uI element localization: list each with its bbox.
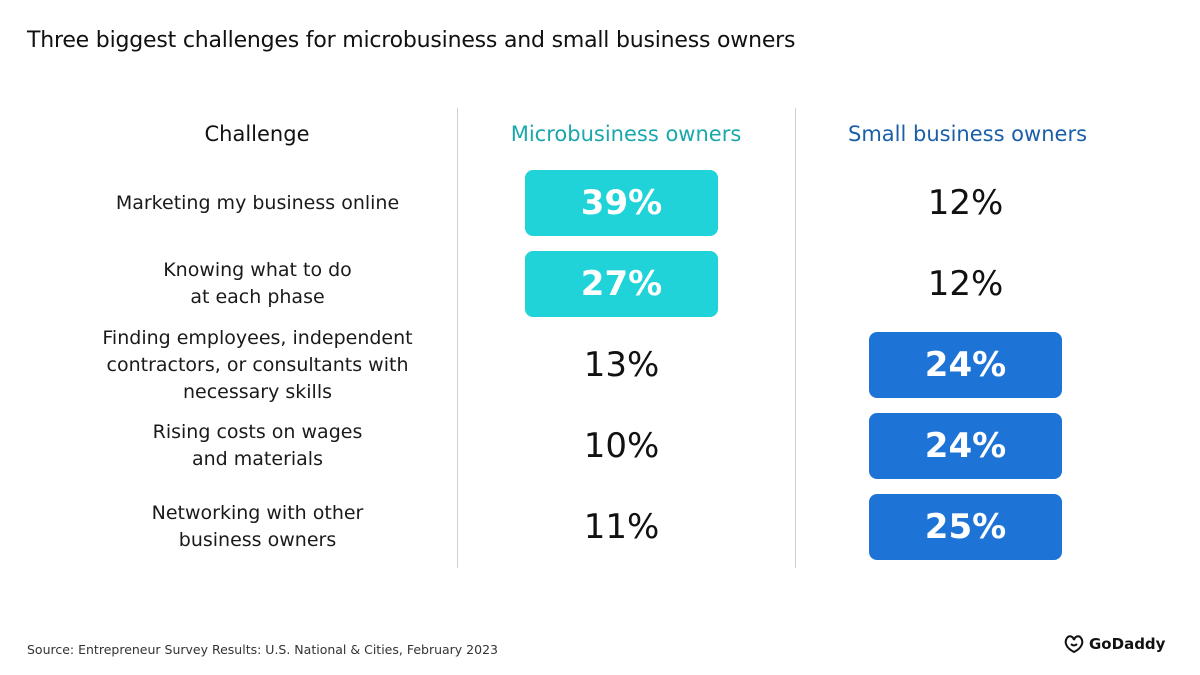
logo-text: GoDaddy bbox=[1089, 635, 1166, 653]
column-divider-right bbox=[795, 108, 796, 568]
small-value-cell: 24% bbox=[869, 413, 1062, 479]
row-label: Finding employees, independent contractor… bbox=[60, 325, 455, 406]
header-challenge: Challenge bbox=[204, 122, 310, 146]
header-small-business: Small business owners bbox=[847, 122, 1088, 146]
row-label: Knowing what to do at each phase bbox=[60, 257, 455, 311]
row-label-line: at each phase bbox=[190, 286, 325, 308]
row-label-line: Rising costs on wages bbox=[152, 421, 363, 443]
row-label-line: Networking with other bbox=[151, 502, 364, 524]
small-value-cell: 12% bbox=[927, 264, 1004, 304]
header-microbusiness: Microbusiness owners bbox=[510, 122, 742, 146]
micro-value-cell: 13% bbox=[583, 345, 660, 385]
small-value-cell: 24% bbox=[869, 332, 1062, 398]
row-label-line: Marketing my business online bbox=[115, 191, 400, 214]
row-label-line: necessary skills bbox=[182, 380, 333, 403]
row-label: Rising costs on wages and materials bbox=[60, 419, 455, 473]
row-label-line: and materials bbox=[192, 448, 323, 470]
micro-value-cell: 11% bbox=[583, 507, 660, 547]
row-label-line: Knowing what to do bbox=[163, 259, 352, 281]
row-label: Networking with other business owners bbox=[60, 500, 455, 554]
chart-title: Three biggest challenges for microbusine… bbox=[27, 28, 796, 53]
source-note: Source: Entrepreneur Survey Results: U.S… bbox=[27, 642, 498, 657]
small-value-cell: 25% bbox=[869, 494, 1062, 560]
micro-value-cell: 27% bbox=[525, 251, 718, 317]
row-label: Marketing my business online bbox=[60, 190, 455, 217]
small-value-cell: 12% bbox=[927, 183, 1004, 223]
column-divider-left bbox=[457, 108, 458, 568]
micro-value-cell: 39% bbox=[525, 170, 718, 236]
micro-value-cell: 10% bbox=[583, 426, 660, 466]
godaddy-logo: GoDaddy bbox=[1063, 634, 1165, 654]
row-label-line: business owners bbox=[178, 529, 337, 551]
row-label-line: contractors, or consultants with bbox=[106, 353, 409, 376]
row-label-line: Finding employees, independent bbox=[102, 326, 413, 349]
godaddy-logo-icon bbox=[1064, 635, 1084, 654]
